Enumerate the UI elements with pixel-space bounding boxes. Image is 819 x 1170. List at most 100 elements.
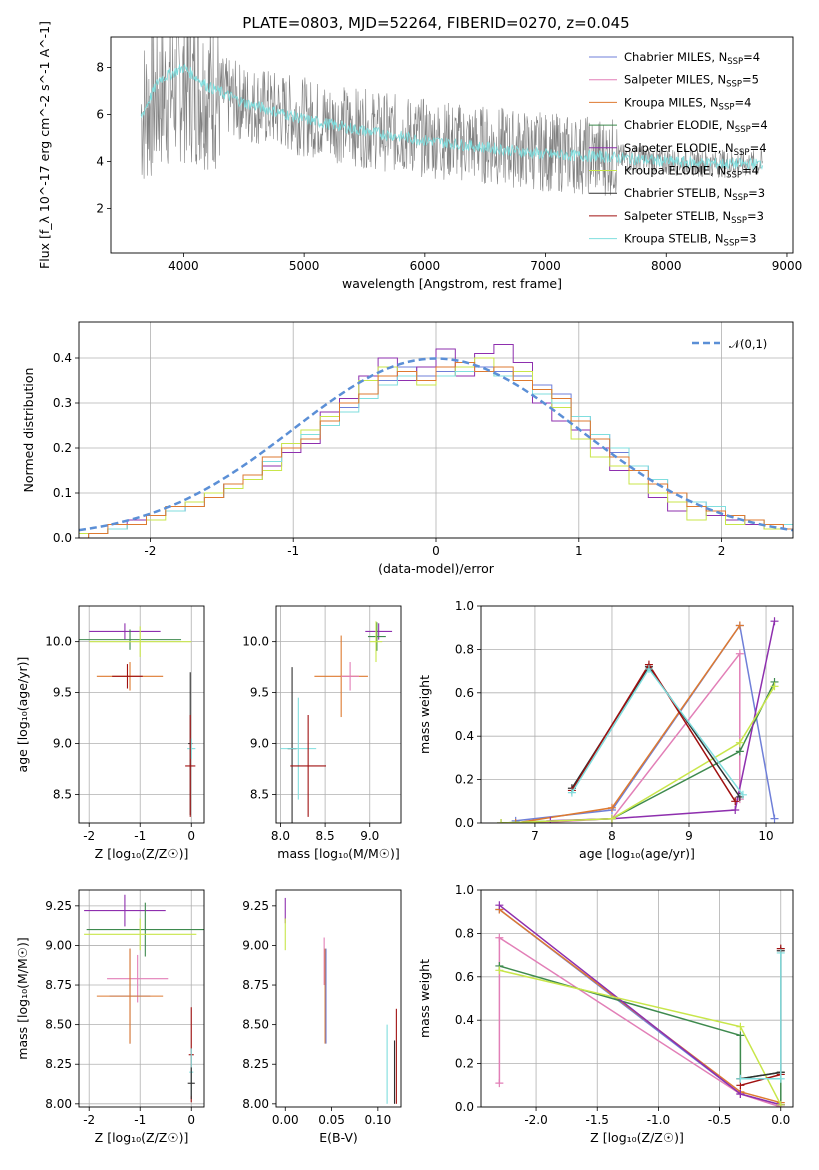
normal-curve [79,357,793,532]
y-tick-label: 10.0 [45,635,72,649]
x-axis-label: (data-model)/error [378,561,495,576]
x-tick-label: -2 [83,1113,95,1127]
errorbar-point [84,918,197,951]
panel-massweight-vs-Z: -2.0 -1.5 -1.0 -0.5 0.0 0.0 0.2 0.4 0.6 0.8 1.0 Z [… [417,883,794,1145]
x-tick-label: 7000 [530,259,561,273]
y-axis-label: Normed distribution [21,368,36,493]
weight-marker [735,738,744,747]
x-tick-label: -1 [134,829,146,843]
legend-count: =4 [751,118,768,132]
y-tick-label: 0.0 [455,1100,474,1114]
y-tick-label: 0.8 [455,642,474,656]
y-axis-label: mass weight [417,959,432,1038]
weight-lines [497,617,779,823]
y-tick-label: 9.0 [250,737,269,751]
figure-title: PLATE=0803, MJD=52264, FIBERID=0270, z=0… [242,14,629,32]
legend-entry: Kroupa ELODIE, NSSP=4 [624,164,759,181]
x-tick-label: -2 [83,829,95,843]
weight-line [571,663,736,802]
errorbar-point [96,948,164,1044]
weight-marker [736,1074,745,1083]
y-tick-label: 8.5 [53,787,72,801]
y-axis-label: mass [log₁₀(M/M☉)] [15,937,30,1059]
y-tick-label: 8.5 [250,787,269,801]
legend-count: =5 [742,73,759,87]
legend-count: =3 [739,232,756,246]
x-tick-label: 5000 [289,259,320,273]
spectrum-lines [140,37,763,196]
weight-marker [738,790,747,799]
weight-marker [607,814,616,823]
errorbar-point [367,622,386,651]
x-tick-label: 0.10 [364,1113,391,1127]
x-tick-label: 8.5 [316,829,335,843]
y-tick-label: 8.25 [242,1057,269,1071]
errorbar-point [341,662,360,691]
x-tick-label: -2.0 [524,1113,547,1127]
weight-marker [735,621,744,630]
x-tick-label: 0 [432,544,440,558]
weight-marker [776,948,785,957]
y-tick-label: 0.6 [455,970,474,984]
x-tick-label: 9.0 [360,829,379,843]
spectrum-series-1 [140,63,763,171]
y-tick-label: 2 [96,201,104,215]
spectrum-legend: Chabrier MILES, NSSP=4 Salpeter MILES, NS… [589,50,768,249]
weight-marker [776,1074,785,1083]
errorbar-point [112,664,143,689]
residual-histograms [79,344,793,538]
x-axis-label: E(B-V) [319,1130,358,1145]
y-tick-label: 0.2 [455,773,474,787]
axes-frame [275,605,402,824]
panel-spectrum: 4000 5000 6000 7000 8000 9000 2 4 6 8 wavelength [… [37,21,802,291]
legend-count: =4 [742,164,759,178]
x-tick-label: 2 [718,544,726,558]
weight-marker [735,747,744,756]
y-tick-label: 8.50 [45,1018,72,1032]
x-tick-label: -2 [144,544,156,558]
x-tick-label: -1 [134,1113,146,1127]
legend-count: =3 [748,186,765,200]
y-tick-label: 9.25 [45,899,72,913]
legend-entry: Salpeter STELIB, NSSP=3 [624,209,764,226]
x-tick-label: -1.5 [586,1113,609,1127]
x-tick-label: 8 [608,829,616,843]
weight-marker [644,664,653,673]
legend-sub: SSP [731,216,747,226]
y-tick-label: 0.1 [53,486,72,500]
panel-massweight-vs-age: 7 8 9 10 0.0 0.2 0.4 0.6 0.8 1.0 age [log₁₀(age/yr… [417,599,794,861]
errorbar-point [86,902,204,957]
x-tick-label: 4000 [168,259,199,273]
weight-lines [495,901,785,1107]
x-tick-label: 9 [685,829,693,843]
x-axis-label: Z [log₁₀(Z/Z☉)] [590,1130,684,1145]
panel-mass-vs-Z: -2 -1 0 8.00 8.25 8.50 8.75 9.00 9.25 Z [log₁₀(Z/… [15,889,205,1145]
y-tick-label: 0.8 [455,926,474,940]
weight-marker [736,1031,745,1040]
y-tick-label: 8.75 [242,978,269,992]
legend-sub: SSP [726,80,742,90]
y-axis-label: age [log₁₀(age/yr)] [15,657,30,773]
x-tick-label: 7 [531,829,539,843]
spectrum-series-0 [140,37,763,196]
errorbar-point [187,738,196,759]
weight-line [500,685,776,823]
weight-marker [495,901,504,910]
legend-sub: SSP [724,239,740,249]
y-tick-label: 0.4 [455,1013,474,1027]
errorbar-point [369,621,383,663]
panel-age-vs-Z: -2 -1 0 8.5 9.0 9.5 10.0 Z [log₁₀(Z/Z☉)] age [lo… [15,605,205,861]
legend-sub: SSP [735,125,751,135]
legend-sub: SSP [734,148,750,158]
x-tick-label: 8.0 [271,829,290,843]
y-axis-label: mass weight [417,675,432,754]
legend-count: =3 [747,209,764,223]
x-tick-label: 6000 [410,259,441,273]
x-axis-label: wavelength [Angstrom, rest frame] [342,276,562,291]
errorbar-point [89,626,192,657]
weight-line [740,950,782,1080]
weight-marker [735,649,744,658]
legend-entry: Kroupa STELIB, NSSP=3 [624,232,756,249]
